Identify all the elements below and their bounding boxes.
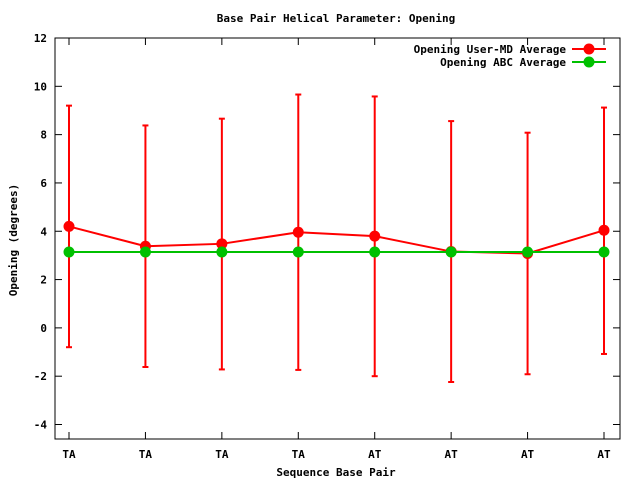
- legend-label: Opening ABC Average: [440, 56, 566, 69]
- data-point-user-md: [63, 220, 75, 232]
- x-axis-label: Sequence Base Pair: [276, 466, 396, 479]
- series-layer: [63, 93, 610, 383]
- x-tick-label: AT: [597, 448, 611, 461]
- x-tick-label: TA: [62, 448, 76, 461]
- data-point-abc: [63, 246, 75, 258]
- data-point-abc: [598, 246, 610, 258]
- data-point-user-md: [216, 238, 228, 250]
- legend-swatch-marker: [583, 43, 595, 55]
- chart-title: Base Pair Helical Parameter: Opening: [217, 12, 455, 25]
- axis-ticks: -4 -2 0 2 4 6 8 10 12 TA TA TA TA AT AT AT AT: [34, 32, 620, 461]
- legend-label: Opening User-MD Average: [414, 43, 567, 56]
- data-point-abc: [139, 246, 151, 258]
- x-tick-label: TA: [215, 448, 229, 461]
- y-axis-label: Opening (degrees): [7, 184, 20, 297]
- legend-swatch-marker: [583, 56, 595, 68]
- data-point-abc: [445, 246, 457, 258]
- y-tick-label: 6: [40, 177, 47, 190]
- x-tick-label: AT: [521, 448, 535, 461]
- data-point-abc: [522, 246, 534, 258]
- y-tick-label: 8: [40, 129, 47, 142]
- x-tick-label: AT: [368, 448, 382, 461]
- y-tick-label: 0: [40, 322, 47, 335]
- data-point-abc: [369, 246, 381, 258]
- y-tick-label: -2: [34, 370, 47, 383]
- data-point-abc: [216, 246, 228, 258]
- x-tick-label: TA: [292, 448, 306, 461]
- y-tick-label: 12: [34, 32, 47, 45]
- data-point-user-md: [292, 226, 304, 238]
- x-tick-label: TA: [139, 448, 153, 461]
- data-point-user-md: [369, 230, 381, 242]
- y-tick-label: 4: [40, 225, 47, 238]
- data-point-abc: [292, 246, 304, 258]
- data-point-user-md: [598, 224, 610, 236]
- x-tick-label: AT: [445, 448, 459, 461]
- series-line-user-md: [68, 225, 605, 255]
- y-tick-label: -4: [34, 419, 48, 432]
- plot-area-border: [54, 37, 621, 440]
- y-tick-label: 10: [34, 80, 47, 93]
- y-tick-label: 2: [40, 274, 47, 287]
